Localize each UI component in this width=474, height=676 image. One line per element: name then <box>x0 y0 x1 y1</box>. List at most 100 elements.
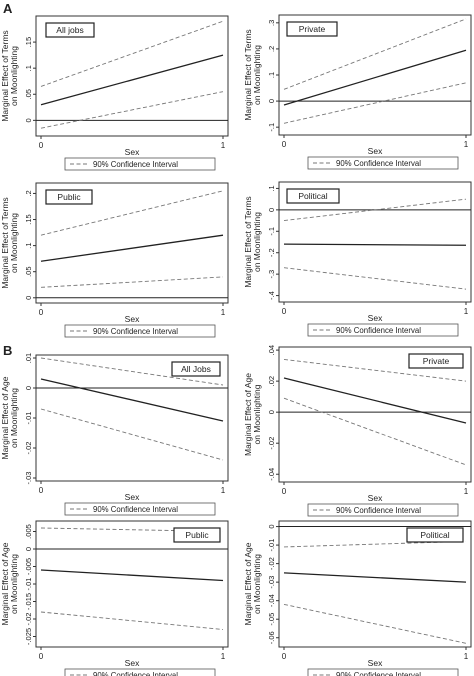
chart-title: Public <box>185 530 209 540</box>
legend-box <box>64 157 216 171</box>
confidence-interval-line <box>40 357 224 386</box>
y-tick-label: -.4 <box>267 291 276 300</box>
marginal-effect-line <box>283 49 467 106</box>
legend-box <box>307 323 459 337</box>
y-tick-label: -.04 <box>267 594 276 607</box>
y-tick-label: -.03 <box>267 576 276 589</box>
confidence-interval-line <box>283 358 467 382</box>
chart-title-box <box>45 189 93 205</box>
y-tick-label: -.2 <box>267 248 276 257</box>
y-tick-label: -.02 <box>24 613 33 626</box>
y-axis-label: on Moonlighting <box>9 388 19 448</box>
y-axis-label: Marginal Effect of Terms <box>243 196 253 287</box>
y-axis-label: on Moonlighting <box>9 213 19 273</box>
chart-title: Political <box>298 191 327 201</box>
marginal-effect-line <box>40 378 224 422</box>
x-tick-label: 1 <box>464 140 469 149</box>
x-tick-label: 0 <box>282 487 287 496</box>
y-tick-label: 0 <box>24 296 33 300</box>
marginal-effect-line <box>40 234 224 262</box>
chart-title: Public <box>57 192 81 202</box>
chart-title-box <box>406 527 464 543</box>
confidence-interval-line <box>283 18 467 90</box>
confidence-interval-line <box>283 198 467 222</box>
legend-box <box>307 156 459 170</box>
y-tick-label: .01 <box>24 353 33 363</box>
y-axis-label: Marginal Effect of Age <box>0 376 10 459</box>
y-tick-label: -.05 <box>267 613 276 626</box>
y-tick-label: 0 <box>267 99 276 103</box>
plot-frame <box>278 520 472 648</box>
y-axis-label: Marginal Effect of Terms <box>0 197 10 288</box>
chart-title-box <box>408 353 464 369</box>
y-axis-label: on Moonlighting <box>252 554 262 614</box>
x-tick-label: 1 <box>221 652 226 661</box>
chart-title: Private <box>423 356 450 366</box>
x-axis-label: Sex <box>368 313 383 323</box>
chart-title-box <box>286 21 338 37</box>
y-tick-label: -.01 <box>267 539 276 552</box>
plot-frame <box>278 181 472 303</box>
x-tick-label: 0 <box>39 308 44 317</box>
y-axis-label: Marginal Effect of Age <box>0 542 10 625</box>
marginal-effect-line <box>40 54 224 106</box>
x-axis-label: Sex <box>125 658 140 668</box>
y-tick-label: .15 <box>24 37 33 47</box>
y-tick-label: 0 <box>267 410 276 414</box>
x-tick-label: 0 <box>39 141 44 150</box>
chart-title: All Jobs <box>181 364 211 374</box>
legend-box <box>307 503 459 517</box>
x-axis-label: Sex <box>125 147 140 157</box>
x-tick-label: 1 <box>221 141 226 150</box>
plot-frame <box>35 15 229 137</box>
legend-box <box>64 668 216 676</box>
x-tick-label: 0 <box>282 140 287 149</box>
y-tick-label: .1 <box>24 242 33 248</box>
x-axis-label: Sex <box>125 314 140 324</box>
marginal-effect-line <box>283 377 467 424</box>
y-tick-label: -.3 <box>267 270 276 279</box>
y-tick-label: .04 <box>267 345 276 355</box>
y-tick-label: .2 <box>24 190 33 196</box>
y-tick-label: -.1 <box>267 123 276 132</box>
x-tick-label: 1 <box>464 652 469 661</box>
marginal-effect-line <box>283 243 467 246</box>
y-tick-label: -.025 <box>24 628 33 645</box>
y-tick-label: -.06 <box>267 631 276 644</box>
y-tick-label: -.015 <box>24 593 33 610</box>
confidence-interval-line <box>40 190 224 236</box>
y-tick-label: -.02 <box>267 557 276 570</box>
y-tick-label: -.005 <box>24 558 33 575</box>
confidence-interval-line <box>283 82 467 124</box>
x-axis-label: Sex <box>368 146 383 156</box>
y-tick-label: -.04 <box>267 468 276 481</box>
y-axis-label: Marginal Effect of Age <box>243 373 253 456</box>
y-tick-label: .05 <box>24 266 33 276</box>
y-tick-label: .3 <box>267 20 276 26</box>
legend-label: 90% Confidence Interval <box>336 159 421 168</box>
y-tick-label: .1 <box>267 185 276 191</box>
y-tick-label: .15 <box>24 214 33 224</box>
plot-frame <box>35 182 229 304</box>
y-axis-label: Marginal Effect of Terms <box>243 29 253 120</box>
y-tick-label: .2 <box>267 46 276 52</box>
y-tick-label: .02 <box>267 376 276 386</box>
y-tick-label: .1 <box>24 65 33 71</box>
plot-frame <box>278 346 472 483</box>
confidence-interval-line <box>40 408 224 461</box>
legend-box <box>64 324 216 338</box>
confidence-interval-line <box>40 91 224 129</box>
y-axis-label: Marginal Effect of Age <box>243 542 253 625</box>
confidence-interval-line <box>40 276 224 288</box>
chart-title-box <box>173 527 221 543</box>
legend-box <box>64 502 216 516</box>
legend-label: 90% Confidence Interval <box>336 326 421 335</box>
y-tick-label: 0 <box>24 118 33 122</box>
y-tick-label: -.01 <box>24 412 33 425</box>
y-axis-label: on Moonlighting <box>252 45 262 105</box>
legend-label: 90% Confidence Interval <box>93 327 178 336</box>
x-tick-label: 1 <box>464 487 469 496</box>
chart-title: Private <box>299 24 326 34</box>
confidence-interval-line <box>40 611 224 630</box>
